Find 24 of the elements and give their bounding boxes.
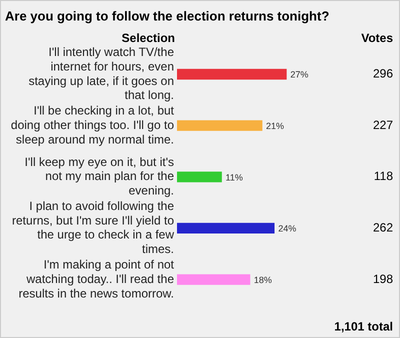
bar [177, 274, 250, 285]
text: 227 [372, 118, 394, 132]
bar [177, 120, 262, 131]
data-label: 11% [226, 172, 243, 182]
y-tick-label: I'll be checking in a lot, but doing other things too. I'll go to sleep around my normal time. [10, 103, 175, 146]
text: 1,101 total [334, 319, 393, 334]
data-label: 27% [290, 70, 308, 80]
text: 296 [372, 66, 394, 81]
text: 198 [372, 272, 394, 286]
y-tick-label: I'll keep my eye on it, but it's not my main plan for the evening. [24, 154, 174, 198]
text: Votes [361, 30, 394, 45]
y-tick-label: I plan to avoid following the returns, but I'm sure I'll yield to the urge to check in a few times. [12, 198, 174, 256]
bar [177, 68, 287, 80]
data-label: 18% [254, 275, 272, 286]
chart-title: Are you going to follow the election returns tonight? [5, 8, 330, 24]
bar [177, 172, 222, 182]
data-label: 21% [266, 121, 284, 132]
y-tick-label: I'll intently watch TV/the internet for hours, even staying up late, if it goes on that long. [28, 44, 174, 102]
y-tick-label: I'm making a point of not watching today.. I'll read the results in the news tomorrow. [18, 257, 175, 300]
bar [177, 222, 275, 234]
text: 262 [372, 220, 394, 235]
text: Selection [122, 30, 175, 45]
text: 118 [374, 169, 394, 184]
data-label: 24% [278, 224, 296, 234]
